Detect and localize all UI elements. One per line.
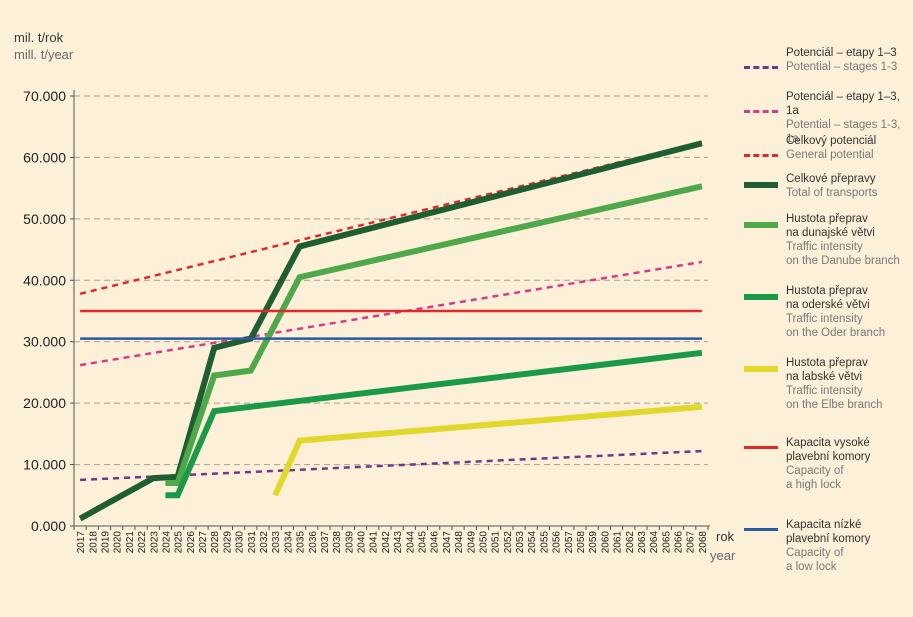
x-tick-label: 2034 [283, 531, 294, 554]
y-tick-label: 0.000 [31, 518, 66, 534]
x-tick-label: 2033 [271, 531, 282, 554]
x-tick-label: 2054 [527, 531, 538, 554]
x-tick-label: 2065 [661, 531, 672, 554]
series-line-6 [165, 349, 703, 499]
legend-swatch [744, 154, 778, 157]
legend-label: Potenciál – etapy 1–3 [786, 47, 897, 59]
legend-label-en: Traffic intensity on the Oder branch [786, 313, 886, 339]
y-tick-label: 20.000 [23, 395, 66, 411]
x-tick-label: 2041 [369, 531, 380, 554]
legend-label-en: Traffic intensity on the Elbe branch [786, 385, 883, 411]
legend-label-en: Capacity of a high lock [786, 465, 844, 491]
x-tick-label: 2067 [686, 531, 697, 554]
x-tick-label: 2030 [235, 531, 246, 554]
x-tick-label: 2063 [637, 531, 648, 554]
x-tick-label: 2021 [125, 531, 136, 554]
x-tick-label: 2061 [613, 531, 624, 554]
x-tick-label: 2062 [625, 531, 636, 554]
x-tick-label: 2056 [552, 531, 563, 554]
x-tick-label: 2048 [454, 531, 465, 554]
legend-label: Celkové přepravy [786, 173, 876, 185]
y-unit-label-cz: mil. t/rok [14, 30, 64, 45]
x-tick-label: 2037 [320, 531, 331, 554]
legend-swatch [744, 294, 778, 300]
x-tick-label: 2058 [576, 531, 587, 554]
x-tick-label: 2057 [564, 531, 575, 554]
x-tick-label: 2032 [259, 531, 270, 554]
legend-swatch [744, 446, 778, 449]
x-axis-label-cz: rok [716, 529, 735, 544]
x-tick-label: 2036 [308, 531, 319, 554]
legend-swatch [744, 110, 778, 113]
x-tick-label: 2027 [198, 531, 209, 554]
x-tick-label: 2017 [76, 531, 87, 554]
legend-label-en: Total of transports [786, 187, 878, 199]
x-tick-label: 2018 [88, 531, 99, 554]
legend-label: Celkový potenciál [786, 135, 877, 147]
x-tick-label: 2035 [296, 531, 307, 554]
x-tick-label: 2022 [137, 531, 148, 554]
x-tick-label: 2055 [539, 531, 550, 554]
x-tick-label: 2042 [381, 531, 392, 554]
x-tick-label: 2024 [161, 531, 172, 554]
x-tick-label: 2029 [222, 531, 233, 554]
x-tick-label: 2060 [600, 531, 611, 554]
y-tick-label: 70.000 [23, 88, 66, 104]
x-tick-label: 2026 [186, 531, 197, 554]
x-axis-label-en: year [710, 548, 736, 563]
legend-label: Kapacita nízké plavební komory [786, 519, 871, 545]
legend-label: Potenciál – etapy 1–3, 1a [786, 91, 900, 117]
series-line-4 [78, 140, 703, 522]
x-tick-label: 2045 [417, 531, 428, 554]
series-line-2 [79, 260, 703, 367]
legend-swatch [744, 182, 778, 188]
x-tick-label: 2020 [113, 531, 124, 554]
x-tick-label: 2064 [649, 531, 660, 554]
legend-label: Kapacita vysoké plavební komory [786, 437, 871, 463]
x-tick-label: 2052 [503, 531, 514, 554]
x-tick-label: 2051 [491, 531, 502, 554]
legend-swatch [744, 222, 778, 228]
x-tick-label: 2050 [478, 531, 489, 554]
legend-label-en: Potential – stages 1-3 [786, 61, 898, 73]
x-tick-label: 2059 [588, 531, 599, 554]
legend-label-en: Capacity of a low lock [786, 547, 844, 573]
y-tick-label: 60.000 [23, 149, 66, 165]
x-tick-label: 2044 [405, 531, 416, 554]
y-tick-label: 10.000 [23, 457, 66, 473]
x-tick-label: 2066 [674, 531, 685, 554]
x-tick-label: 2038 [332, 531, 343, 554]
legend-swatch [744, 528, 778, 531]
x-tick-label: 2049 [466, 531, 477, 554]
x-tick-label: 2023 [149, 531, 160, 554]
y-unit-label-en: mill. t/year [14, 47, 74, 62]
x-tick-label: 2046 [430, 531, 441, 554]
legend-label-en: General potential [786, 149, 874, 161]
y-tick-label: 30.000 [23, 334, 66, 350]
x-tick-label: 2047 [442, 531, 453, 554]
x-tick-label: 2039 [344, 531, 355, 554]
x-tick-label: 2025 [174, 531, 185, 554]
legend-label: Hustota přeprav na dunajské větvi [786, 213, 875, 239]
legend-swatch [744, 366, 778, 372]
x-tick-label: 2040 [357, 531, 368, 554]
legend-label: Hustota přeprav na oderské větvi [786, 285, 870, 311]
legend-label-en: Traffic intensity on the Danube branch [786, 241, 900, 267]
x-tick-label: 2053 [515, 531, 526, 554]
y-tick-label: 50.000 [23, 211, 66, 227]
y-tick-label: 40.000 [23, 272, 66, 288]
legend-label-en: Potential – stages 1-3, 1a [786, 119, 901, 145]
series-line-7 [272, 403, 703, 497]
x-tick-label: 2028 [210, 531, 221, 554]
x-tick-label: 2068 [698, 531, 709, 554]
series-line-5 [165, 183, 703, 486]
legend-label: Hustota přeprav na labské větvi [786, 357, 868, 383]
x-tick-label: 2019 [100, 531, 111, 554]
x-tick-label: 2031 [247, 531, 258, 554]
legend-swatch [744, 66, 778, 69]
x-tick-label: 2043 [393, 531, 404, 554]
